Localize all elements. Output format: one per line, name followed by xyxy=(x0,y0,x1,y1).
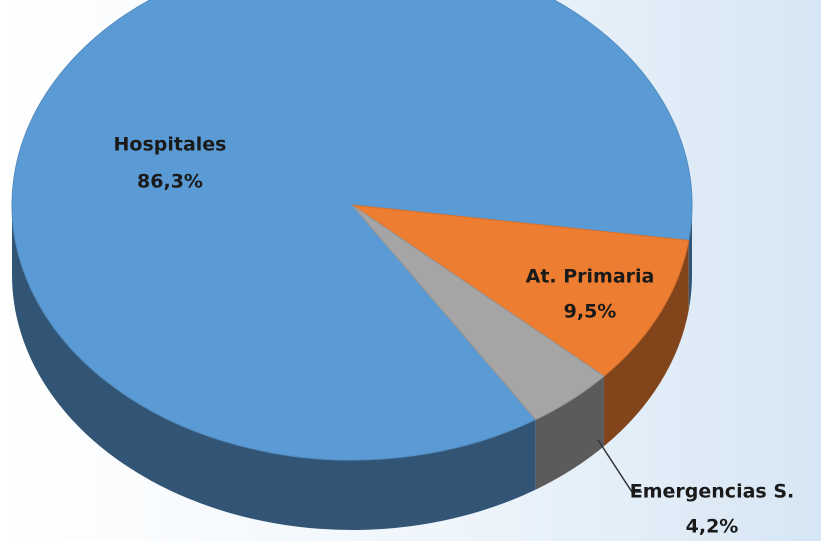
leader-line xyxy=(597,439,642,493)
pie-sides xyxy=(12,205,692,530)
slice-value-label: 4,2% xyxy=(686,516,739,538)
pie-side xyxy=(12,205,536,530)
slice-value-label: 86,3% xyxy=(137,171,203,193)
labels: Hospitales 86,3% At. Primaria 9,5% Emergenci… xyxy=(114,134,795,538)
pie-slice xyxy=(351,204,690,377)
pie-slice xyxy=(351,204,605,421)
pie-side xyxy=(535,376,604,490)
slice-label: Hospitales xyxy=(114,134,227,156)
pie-side xyxy=(688,205,692,311)
slice-label: Emergencias S. xyxy=(630,481,794,503)
slice-value-label: 9,5% xyxy=(564,301,617,323)
slice-label: At. Primaria xyxy=(526,266,655,288)
pie-slice xyxy=(11,0,693,461)
pie-tops xyxy=(11,0,693,461)
pie-side xyxy=(603,240,689,447)
